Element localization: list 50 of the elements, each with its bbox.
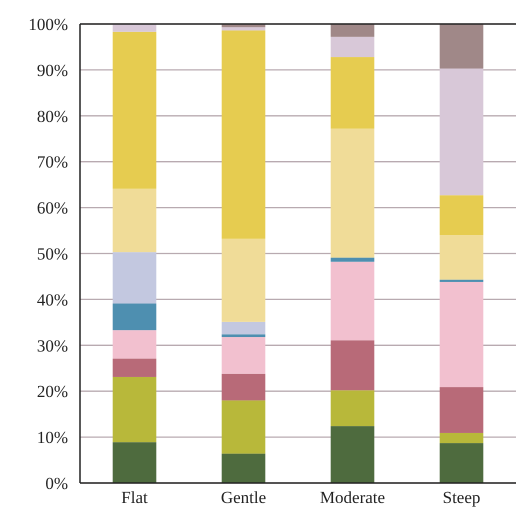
y-tick-label: 100% [28, 14, 68, 34]
bar [330, 258, 374, 262]
y-tick-label: 80% [36, 106, 68, 126]
y-tick-label: 40% [36, 290, 68, 310]
bar [222, 30, 266, 239]
bar [330, 340, 374, 390]
bar [330, 57, 374, 129]
y-tick-label: 50% [36, 244, 68, 264]
x-tick-label: Gentle [220, 488, 266, 507]
y-tick-label: 0% [45, 474, 68, 493]
bar [222, 374, 266, 400]
bar [440, 195, 484, 236]
x-tick-label: Flat [121, 488, 148, 507]
bar [222, 337, 266, 374]
bar [222, 454, 266, 483]
bar [112, 252, 156, 304]
bar [112, 330, 156, 359]
x-tick-label: Steep [442, 488, 480, 507]
bar [330, 390, 374, 426]
bar [112, 442, 156, 483]
bar [440, 24, 484, 69]
bar [222, 400, 266, 454]
bar [440, 387, 484, 433]
y-tick-label: 20% [36, 382, 68, 402]
y-tick-label: 70% [36, 152, 68, 172]
bar [112, 376, 156, 442]
bar [222, 238, 266, 322]
y-tick-label: 10% [36, 428, 68, 448]
x-tick-label: Moderate [320, 488, 386, 507]
bar [330, 262, 374, 340]
bar [330, 24, 374, 37]
bar [112, 32, 156, 189]
bar [330, 128, 374, 258]
bar [112, 24, 156, 32]
bar [112, 304, 156, 330]
bar [440, 235, 484, 280]
y-tick-label: 30% [36, 336, 68, 356]
y-tick-label: 60% [36, 198, 68, 218]
bar [440, 68, 484, 196]
bar [330, 426, 374, 483]
bar [440, 282, 484, 388]
bar [112, 358, 156, 377]
y-tick-label: 90% [36, 60, 68, 80]
bar [112, 188, 156, 252]
bar [330, 36, 374, 58]
bar [222, 322, 266, 334]
bar [222, 27, 266, 30]
bar [440, 443, 484, 483]
bar [222, 334, 266, 338]
bar [440, 432, 484, 444]
